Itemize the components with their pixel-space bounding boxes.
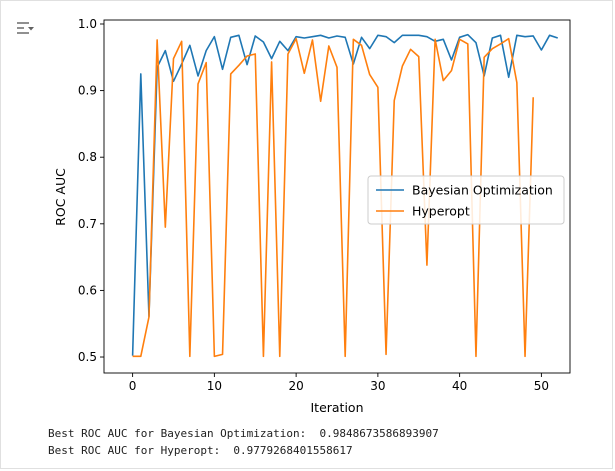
y-tick-label: 1.0 bbox=[78, 17, 97, 31]
output-line-bayesian: Best ROC AUC for Bayesian Optimization: … bbox=[48, 427, 439, 440]
x-tick-label: 10 bbox=[207, 379, 222, 393]
series-line-bayesian-optimization bbox=[131, 33, 558, 356]
output-line-hyperopt: Best ROC AUC for Hyperopt: 0.97792684015… bbox=[48, 444, 353, 457]
legend-entry: Hyperopt bbox=[412, 204, 470, 219]
x-tick-label: 0 bbox=[129, 379, 137, 393]
legend-entry: Bayesian Optimization bbox=[412, 183, 553, 198]
plot-frame bbox=[103, 19, 571, 374]
x-tick-label: 30 bbox=[370, 379, 385, 393]
y-axis-label: ROC AUC bbox=[53, 168, 68, 226]
series-line-hyperopt bbox=[132, 37, 535, 358]
y-tick-label: 0.9 bbox=[78, 84, 97, 98]
roc-auc-line-chart: 0 10 20 30 40 50 0.5 0.6 0.7 0.8 0.9 1.0 Iteration… bbox=[53, 17, 571, 415]
x-tick-label: 50 bbox=[534, 379, 549, 393]
legend-box bbox=[367, 175, 565, 225]
output-collapse-icon[interactable] bbox=[14, 18, 36, 40]
x-tick-label: 20 bbox=[288, 379, 303, 393]
y-tick-label: 0.7 bbox=[78, 217, 97, 231]
x-axis-label: Iteration bbox=[310, 400, 363, 415]
x-tick-label: 40 bbox=[452, 379, 467, 393]
y-tick-label: 0.5 bbox=[78, 350, 97, 364]
y-tick-label: 0.8 bbox=[78, 150, 97, 164]
y-tick-label: 0.6 bbox=[78, 283, 97, 297]
legend: Bayesian Optimization Hyperopt bbox=[367, 175, 565, 225]
